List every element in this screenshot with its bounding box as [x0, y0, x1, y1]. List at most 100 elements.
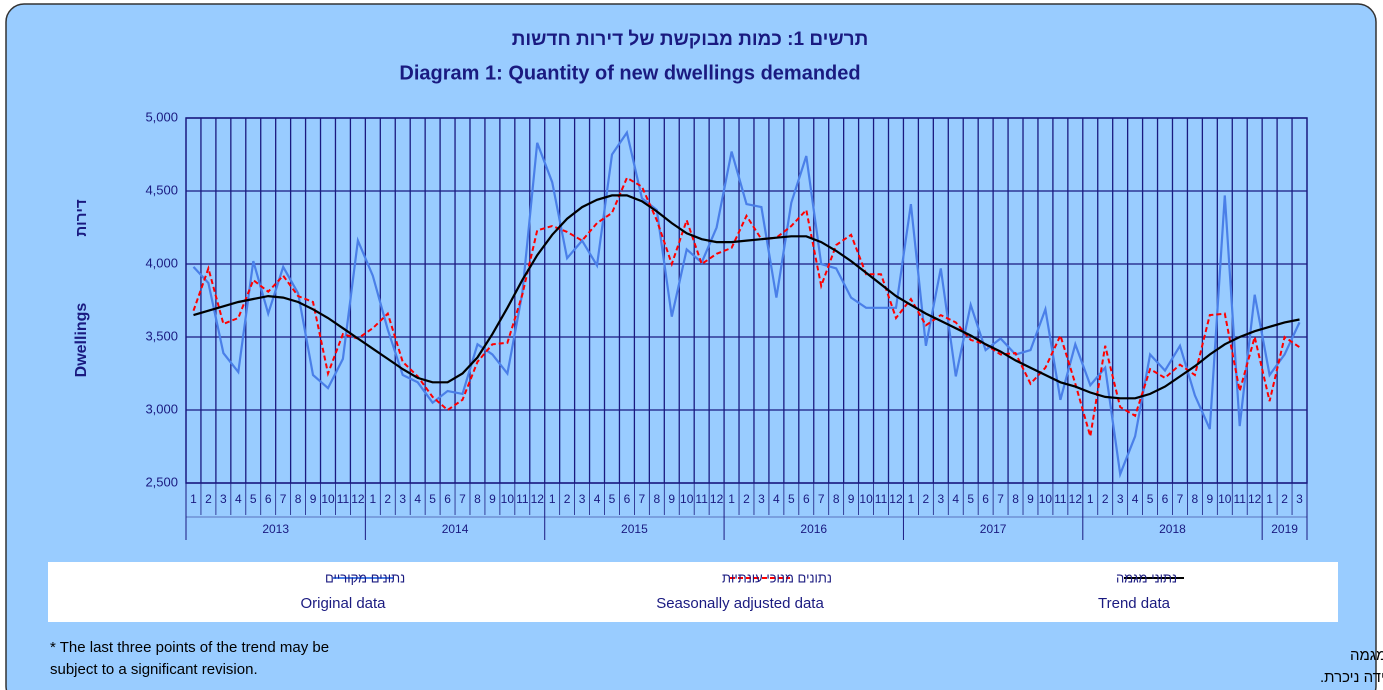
x-tick-label: 2 [384, 492, 391, 506]
x-tick-label: 7 [997, 492, 1004, 506]
x-tick-label: 4 [594, 492, 601, 506]
x-tick-label: 5 [250, 492, 257, 506]
x-tick-label: 7 [1177, 492, 1184, 506]
x-tick-label: 7 [459, 492, 466, 506]
y-tick-label: 4,000 [145, 255, 178, 270]
x-tick-label: 12 [1248, 492, 1262, 506]
x-tick-label: 8 [1192, 492, 1199, 506]
x-tick-label: 12 [351, 492, 365, 506]
y-tick-label: 3,000 [145, 401, 178, 416]
x-tick-label: 1 [190, 492, 197, 506]
x-tick-label: 11 [695, 492, 708, 506]
x-tick-label: 12 [889, 492, 903, 506]
x-tick-label: 1 [908, 492, 915, 506]
chart-title: תרשים 1: כמות מבוקשת של דירות חדשות [512, 29, 869, 50]
x-tick-label: 8 [1012, 492, 1019, 506]
series-line [192, 176, 1301, 437]
y-tick-label: 5,000 [145, 109, 178, 124]
x-tick-label: 8 [833, 492, 840, 506]
x-tick-label: 5 [429, 492, 436, 506]
year-label: 2018 [1159, 522, 1186, 536]
x-tick-label: 9 [489, 492, 496, 506]
y-tick-label: 4,500 [145, 182, 178, 197]
y-axis-label-he: דירות [73, 199, 90, 236]
x-tick-label: 3 [220, 492, 227, 506]
x-tick-label: 10 [859, 492, 873, 506]
x-tick-label: 5 [967, 492, 974, 506]
x-tick-label: 11 [337, 492, 350, 506]
plot-area [185, 117, 1308, 484]
x-tick-label: 3 [1296, 492, 1303, 506]
x-tick-label: 10 [1218, 492, 1232, 506]
y-axis-label: Dwellings [73, 303, 90, 378]
x-tick-label: 2 [743, 492, 750, 506]
x-tick-label: 10 [501, 492, 515, 506]
year-label: 2015 [621, 522, 648, 536]
year-label: 2014 [442, 522, 469, 536]
x-tick-label: 3 [937, 492, 944, 506]
x-tick-label: 3 [579, 492, 586, 506]
legend-label-he: נתוני מגמה [1116, 570, 1177, 585]
x-tick-label: 9 [1207, 492, 1214, 506]
x-tick-label: 2 [1102, 492, 1109, 506]
footnote: subject to a significant revision. [50, 661, 258, 678]
x-tick-label: 7 [280, 492, 287, 506]
x-tick-label: 5 [609, 492, 616, 506]
x-tick-label: 2 [564, 492, 571, 506]
legend-label: Seasonally adjusted data [656, 595, 824, 612]
x-tick-label: 12 [1069, 492, 1083, 506]
x-tick-label: 5 [788, 492, 795, 506]
year-label: 2017 [980, 522, 1007, 536]
x-tick-label: 9 [310, 492, 317, 506]
x-tick-label: 7 [639, 492, 646, 506]
x-tick-label: 6 [265, 492, 272, 506]
footnote-he: * שלושת האומדנים האחרונים של המגמה [1350, 647, 1383, 664]
legend-label-he: נתונים מנוכי עונתיות [722, 570, 832, 585]
x-tick-label: 11 [1054, 492, 1067, 506]
x-tick-label: 4 [773, 492, 780, 506]
y-tick-label: 2,500 [145, 474, 178, 489]
x-tick-label: 10 [1039, 492, 1053, 506]
x-tick-label: 8 [653, 492, 660, 506]
series-line [192, 129, 1301, 479]
x-tick-label: 10 [680, 492, 694, 506]
year-label: 2019 [1271, 522, 1298, 536]
x-tick-label: 12 [531, 492, 545, 506]
x-tick-label: 1 [1087, 492, 1094, 506]
year-label: 2013 [262, 522, 289, 536]
x-tick-label: 7 [818, 492, 825, 506]
legend-box [48, 562, 1338, 622]
x-tick-label: 11 [516, 492, 529, 506]
x-tick-label: 3 [399, 492, 406, 506]
x-tick-label: 6 [1162, 492, 1169, 506]
x-tick-label: 2 [923, 492, 930, 506]
x-tick-label: 9 [1027, 492, 1034, 506]
x-tick-label: 4 [414, 492, 421, 506]
legend-label: Original data [300, 595, 386, 612]
footnote: * The last three points of the trend may… [50, 639, 329, 656]
y-tick-label: 3,500 [145, 328, 178, 343]
x-tick-label: 1 [728, 492, 735, 506]
x-tick-label: 3 [758, 492, 765, 506]
x-tick-label: 10 [321, 492, 335, 506]
x-tick-label: 8 [474, 492, 481, 506]
x-tick-label: 2 [1281, 492, 1288, 506]
x-tick-label: 6 [444, 492, 451, 506]
x-tick-label: 9 [668, 492, 675, 506]
x-tick-label: 9 [848, 492, 855, 506]
x-tick-label: 11 [875, 492, 888, 506]
footnote-he: עשויים להשתנות במידה ניכרת. [1320, 669, 1383, 686]
x-tick-label: 2 [205, 492, 212, 506]
series-line [193, 194, 1300, 400]
x-tick-label: 1 [1266, 492, 1273, 506]
year-label: 2016 [800, 522, 827, 536]
x-tick-label: 8 [295, 492, 302, 506]
x-tick-label: 6 [803, 492, 810, 506]
x-tick-label: 4 [1132, 492, 1139, 506]
x-tick-label: 5 [1147, 492, 1154, 506]
x-tick-label: 6 [624, 492, 631, 506]
chart-subtitle: Diagram 1: Quantity of new dwellings dem… [399, 62, 860, 84]
x-tick-label: 11 [1234, 492, 1247, 506]
x-tick-label: 4 [235, 492, 242, 506]
